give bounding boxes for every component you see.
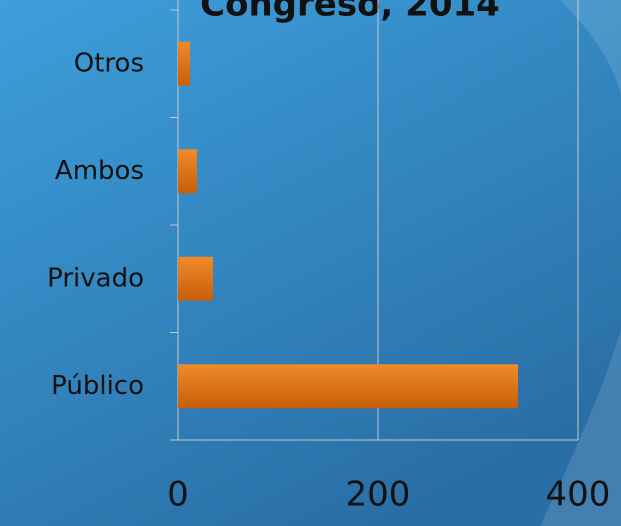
x-tick-label: 0 [167,475,189,515]
x-tick-label: 400 [546,475,611,515]
decoration [540,0,621,526]
y-tick-label: Otros [74,48,144,78]
bar [178,41,190,86]
bar [178,364,518,409]
bar [178,149,197,194]
y-tick-label: Privado [47,263,144,293]
chart-title: Congreso, 2014 [200,0,500,25]
x-tick-label: 200 [346,475,411,515]
y-tick-label: Ambos [55,156,144,186]
bar [178,256,213,301]
y-tick-label: Público [51,371,144,401]
